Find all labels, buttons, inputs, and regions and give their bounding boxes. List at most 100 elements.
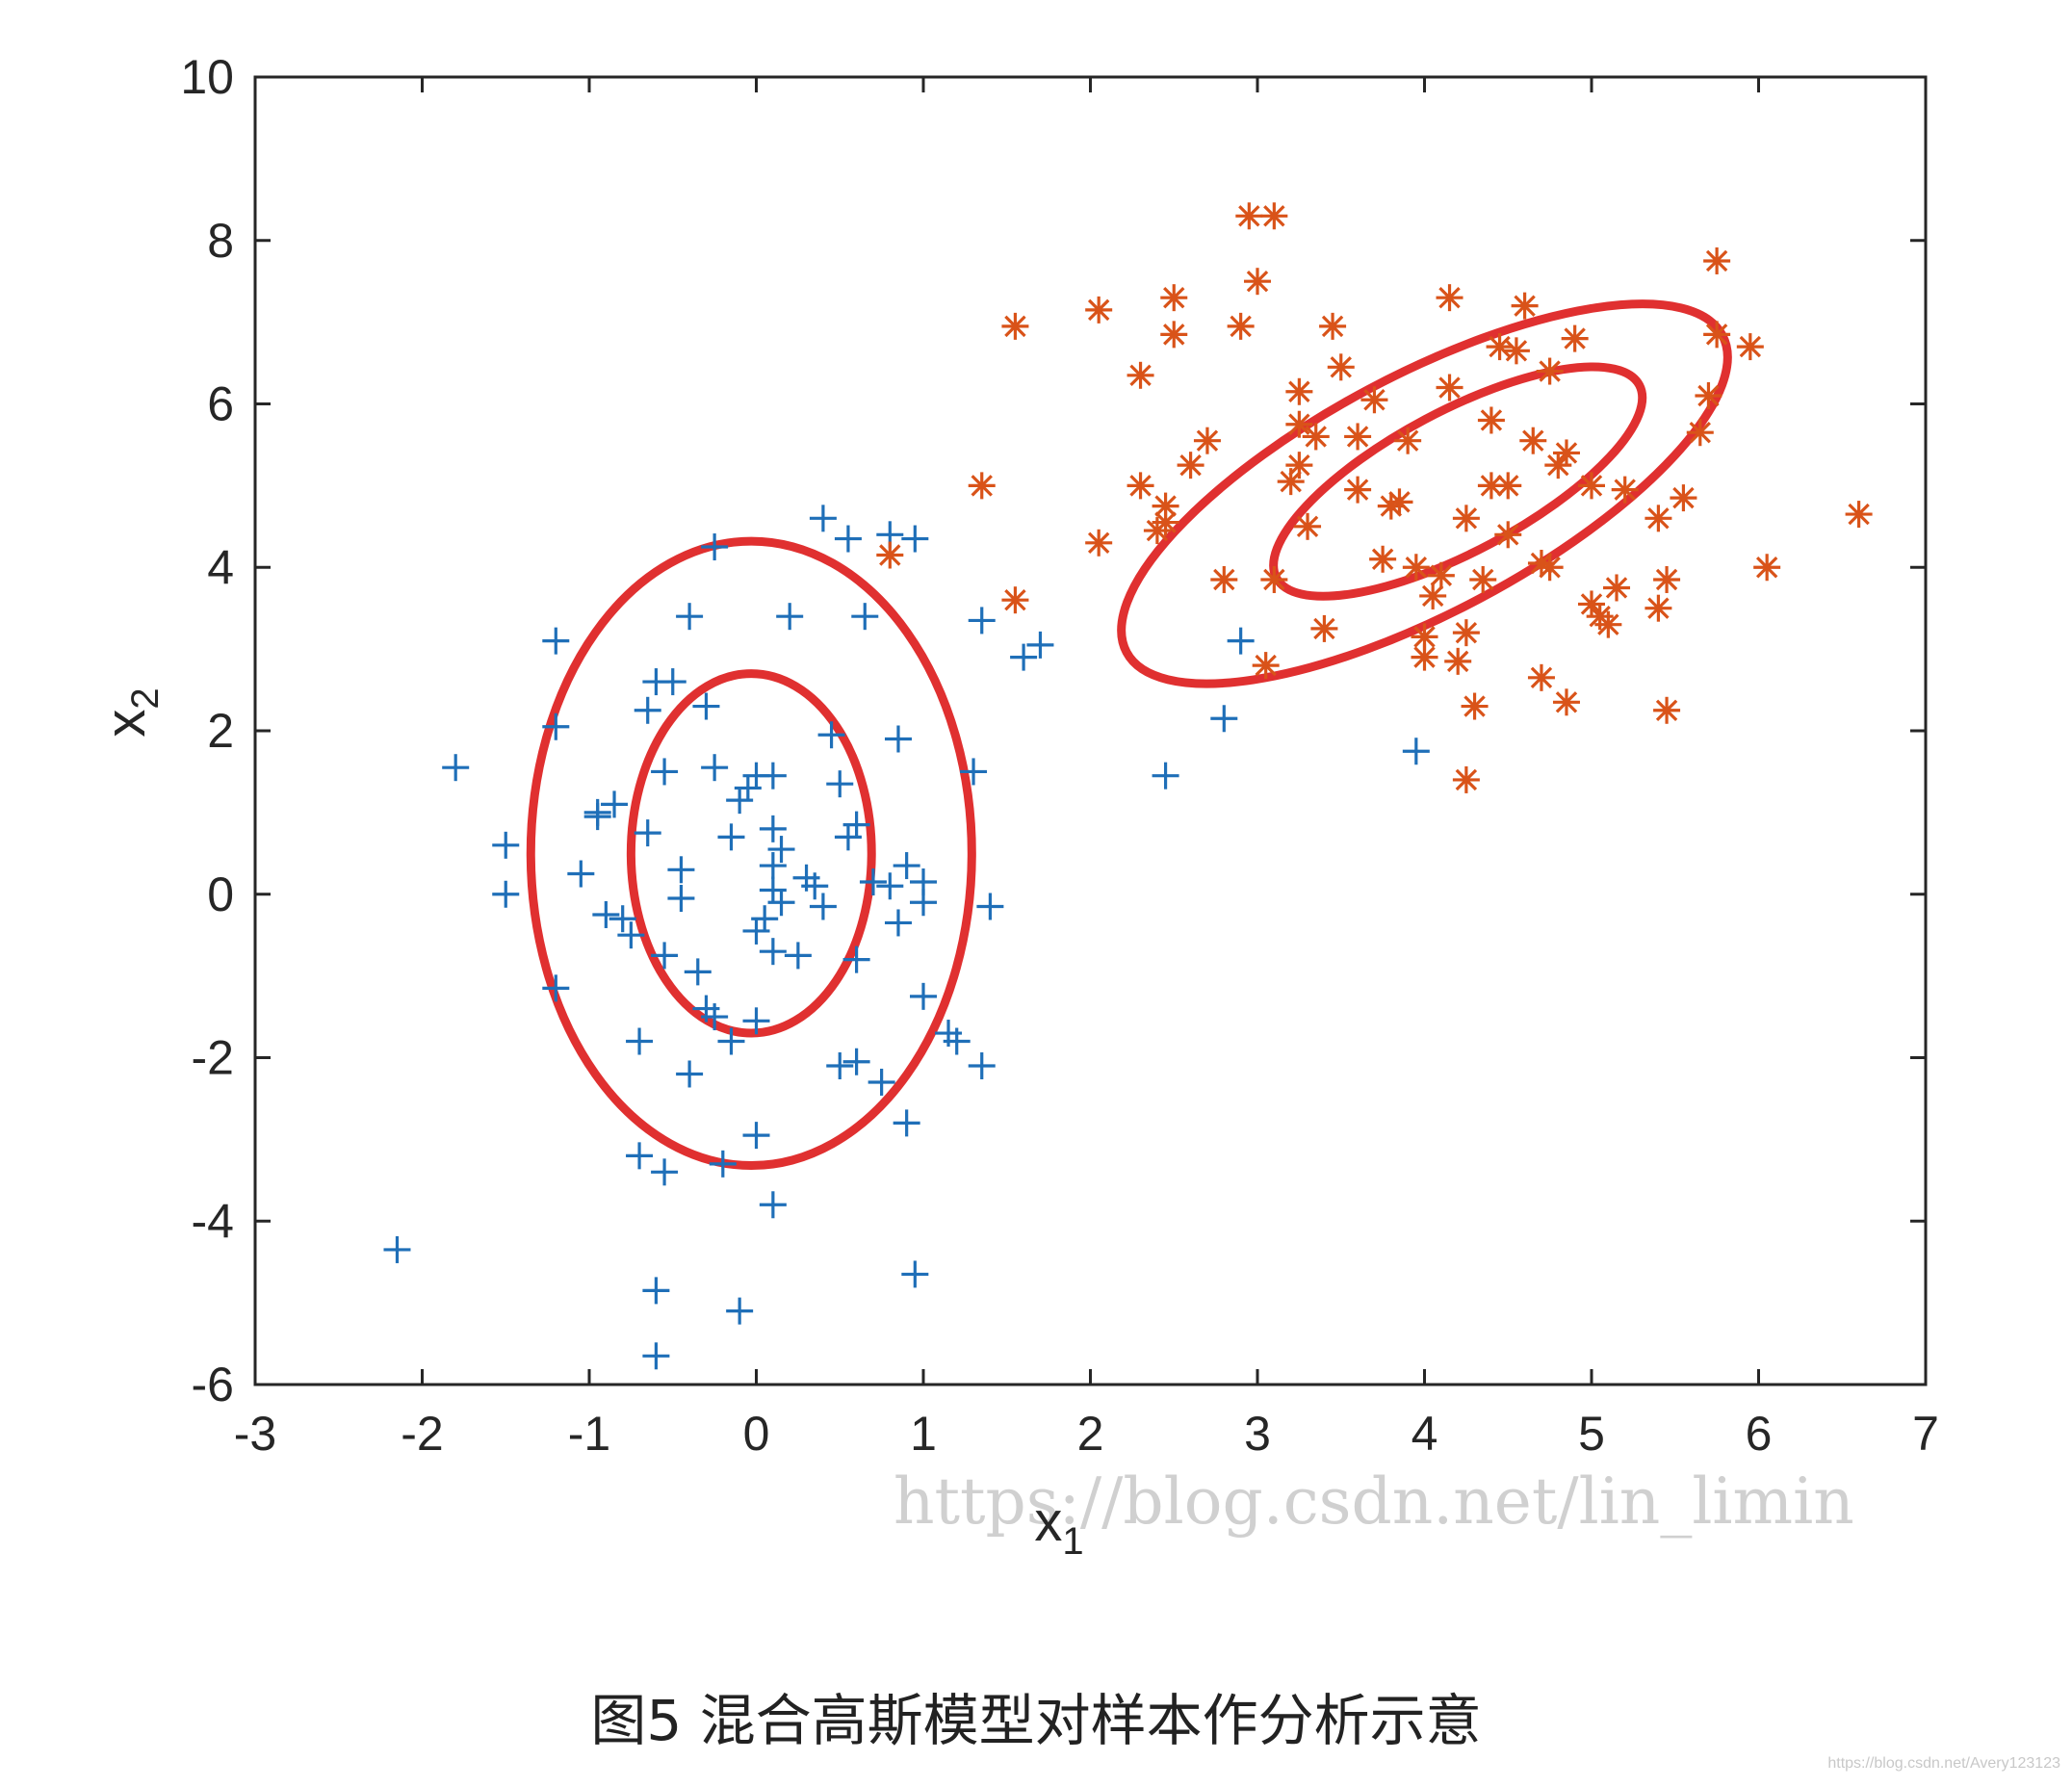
y-tick-label: -2: [192, 1031, 234, 1085]
plus-marker: [767, 836, 795, 864]
gaussian-contours: [526, 299, 1732, 1171]
asterisk-marker: [1310, 614, 1338, 642]
watermark: https://blog.csdn.net/lin_limin: [894, 1464, 1854, 1539]
asterisk-marker: [1235, 202, 1263, 230]
plus-marker: [634, 696, 661, 724]
x-tick-label: 3: [1244, 1407, 1271, 1461]
asterisk-marker: [1427, 561, 1455, 589]
asterisk-marker: [1193, 427, 1221, 454]
plus-marker: [901, 1260, 929, 1288]
plus-marker: [642, 1342, 670, 1370]
plus-marker: [692, 692, 720, 720]
asterisk-marker: [1611, 476, 1639, 504]
asterisk-marker: [1160, 284, 1188, 312]
plus-marker: [842, 811, 870, 839]
asterisk-marker: [1527, 663, 1555, 691]
y-tick-label: 4: [207, 540, 234, 594]
asterisk-marker: [1127, 361, 1154, 389]
plus-marker: [709, 1150, 737, 1178]
plus-marker: [759, 852, 787, 880]
asterisk-marker: [968, 472, 996, 500]
asterisk-marker: [1552, 439, 1580, 467]
asterisk-marker: [1486, 333, 1514, 361]
y-tick-label: 2: [207, 704, 234, 758]
plus-marker: [759, 938, 787, 966]
asterisk-marker: [1645, 505, 1672, 532]
plus-marker: [667, 856, 695, 884]
plus-marker: [901, 525, 929, 553]
plus-marker: [910, 889, 937, 917]
asterisk-marker: [1386, 488, 1413, 516]
plus-marker: [943, 1027, 971, 1055]
plus-marker: [776, 603, 804, 631]
plus-marker: [1402, 738, 1430, 765]
asterisk-marker: [1227, 312, 1255, 340]
plus-marker: [667, 884, 695, 912]
plus-marker: [968, 607, 996, 635]
plus-marker: [851, 603, 879, 631]
plus-marker: [759, 815, 787, 842]
asterisk-marker: [1686, 419, 1714, 447]
x-tick-label: 2: [1077, 1407, 1104, 1461]
asterisk-marker: [1294, 512, 1322, 540]
plus-marker: [701, 754, 729, 782]
data-points: [383, 202, 1873, 1370]
y-tick-label: -6: [192, 1358, 234, 1411]
asterisk-marker: [1695, 382, 1722, 410]
plot-frame: [253, 75, 1928, 1386]
plus-marker: [567, 860, 595, 888]
asterisk-marker: [1736, 333, 1764, 361]
asterisk-marker: [1127, 472, 1154, 500]
contour-ellipse: [526, 536, 976, 1171]
plus-marker: [701, 533, 729, 561]
plus-marker: [592, 900, 620, 928]
plus-marker: [542, 627, 570, 655]
plus-marker: [651, 758, 679, 786]
asterisk-marker: [1603, 574, 1631, 602]
asterisk-marker: [1703, 321, 1731, 349]
asterisk-marker: [1260, 565, 1288, 593]
x-tick-label: 1: [910, 1407, 937, 1461]
plus-marker: [893, 1109, 920, 1137]
y-tick-label: -4: [192, 1194, 234, 1248]
asterisk-marker: [1536, 357, 1564, 385]
plus-marker: [884, 909, 912, 937]
asterisk-marker: [1210, 565, 1238, 593]
plus-marker: [784, 942, 812, 970]
x-tick-label: 0: [743, 1407, 770, 1461]
plus-marker: [859, 868, 887, 896]
asterisk-marker: [1561, 324, 1589, 352]
y-tick-label: 8: [207, 214, 234, 268]
plus-marker: [609, 905, 636, 933]
y-tick-label: 6: [207, 377, 234, 431]
plus-marker: [826, 1051, 854, 1079]
plus-marker: [834, 525, 862, 553]
asterisk-marker: [1511, 292, 1539, 320]
plus-marker: [383, 1235, 411, 1263]
plus-marker: [676, 1060, 704, 1088]
asterisk-marker: [1578, 472, 1605, 500]
asterisk-marker: [1344, 423, 1372, 451]
asterisk-marker: [1402, 554, 1430, 582]
asterisk-marker: [1452, 619, 1480, 647]
asterisk-marker: [1085, 296, 1113, 324]
asterisk-marker: [1536, 554, 1564, 582]
plus-marker: [651, 1158, 679, 1186]
asterisk-marker: [1653, 565, 1681, 593]
asterisk-marker: [1411, 623, 1438, 651]
asterisk-marker: [1411, 643, 1438, 671]
asterisk-marker: [1645, 594, 1672, 622]
asterisk-marker: [1452, 765, 1480, 793]
asterisk-marker: [1285, 377, 1313, 405]
asterisk-marker: [1160, 321, 1188, 349]
asterisk-marker: [1436, 284, 1463, 312]
asterisk-marker: [1494, 472, 1522, 500]
plus-marker: [651, 942, 679, 970]
x-tick-label: -2: [401, 1407, 443, 1461]
plus-marker: [742, 1007, 770, 1035]
contour-ellipse: [1117, 299, 1732, 688]
plus-marker: [868, 1068, 895, 1096]
asterisk-marker: [1327, 353, 1355, 381]
plus-marker: [1210, 705, 1238, 733]
plus-marker: [642, 1277, 670, 1305]
